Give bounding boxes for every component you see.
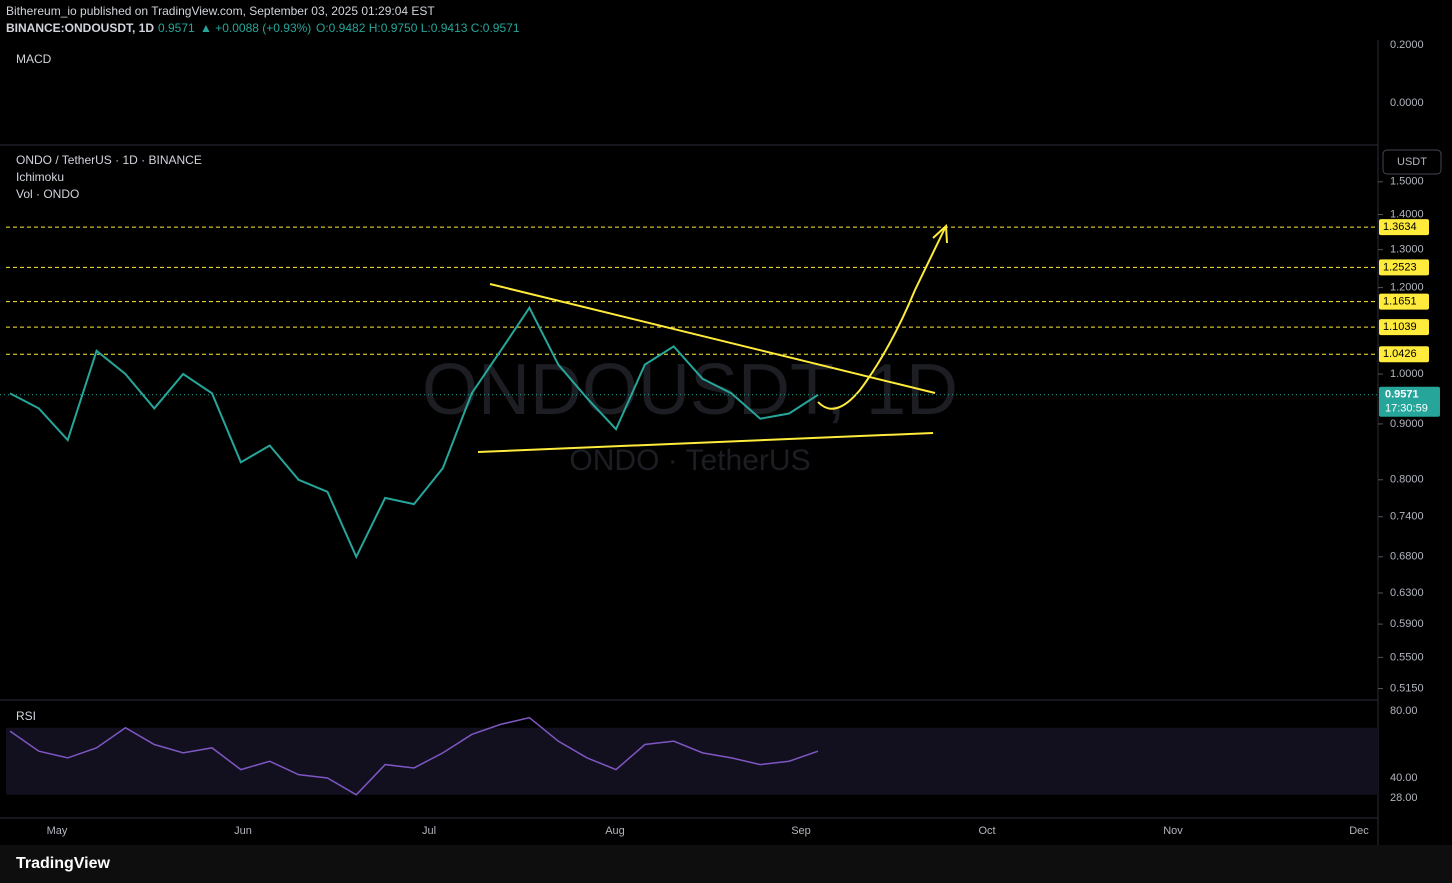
month-label: Oct [978,825,995,837]
watermark: ONDOUSDT, 1D [422,350,958,430]
level-label: 1.1651 [1383,295,1417,307]
level-label: 1.3634 [1383,221,1417,233]
ohlc: O:0.9482 H:0.9750 L:0.9413 C:0.9571 [316,21,520,35]
footer-bar [0,845,1452,883]
projection-arrow [817,227,946,410]
trendline [489,283,936,394]
month-label: Sep [791,825,811,837]
current-label: 0.9571 [1385,389,1419,401]
trendline [477,432,934,453]
level-tag [1379,319,1429,336]
level-tag [1379,293,1429,310]
price-tick: 1.3000 [1390,244,1424,256]
price-line [9,305,819,560]
current-tag [1379,386,1440,417]
macd-tick: 0.0000 [1390,97,1424,109]
rsi-band [6,727,1378,795]
rsi-label: RSI [16,709,36,723]
month-label: Aug [605,825,625,837]
rsi-tick: 80.00 [1390,705,1418,717]
change: ▲ +0.0088 (+0.93%) [200,21,311,35]
level-tag [1379,259,1429,276]
watermark-sub: ONDO · TetherUS [569,444,810,477]
rsi-tick: 40.00 [1390,772,1418,784]
volume-label: Vol · ONDO [16,187,79,201]
countdown: 17:30:59 [1385,403,1428,415]
level-label: 1.1039 [1383,321,1417,333]
header-bar [0,0,1378,40]
month-label: Dec [1349,825,1369,837]
price-tick: 0.5150 [1390,682,1424,694]
last: 0.9571 [158,21,195,35]
level-label: 1.0426 [1383,348,1417,360]
level-tag [1379,219,1429,236]
ichimoku-label: Ichimoku [16,170,64,184]
price-tick: 0.6800 [1390,551,1424,563]
main-label: ONDO / TetherUS · 1D · BINANCE [16,153,202,167]
price-tick: 1.0000 [1390,368,1424,380]
currency-button[interactable] [1382,149,1442,175]
macd-label: MACD [16,52,52,66]
month-label: Jul [422,825,436,837]
price-tick: 0.7400 [1390,511,1424,523]
rsi-tick: 28.00 [1390,792,1418,804]
arrow-head [932,223,948,244]
price-tick: 0.6300 [1390,587,1424,599]
symbol: BINANCE:ONDOUSDT, 1D [6,21,154,35]
price-tick: 0.8000 [1390,474,1424,486]
price-tick: 0.5900 [1390,618,1424,630]
month-label: Nov [1163,825,1183,837]
level-tag [1379,346,1429,363]
price-tick: 1.2000 [1390,281,1424,293]
price-tick: 0.5500 [1390,651,1424,663]
rsi-line [9,716,819,796]
price-tick: 1.5000 [1390,176,1424,188]
macd-tick: 0.2000 [1390,39,1424,51]
month-label: Jun [234,825,252,837]
footer-logo: TradingView [16,855,111,872]
currency[interactable]: USDT [1397,156,1427,168]
level-label: 1.2523 [1383,261,1417,273]
publisher: Bithereum_io published on TradingView.co… [6,4,435,18]
price-tick: 0.9000 [1390,418,1424,430]
price-tick: 1.4000 [1390,208,1424,220]
month-label: May [47,825,68,837]
